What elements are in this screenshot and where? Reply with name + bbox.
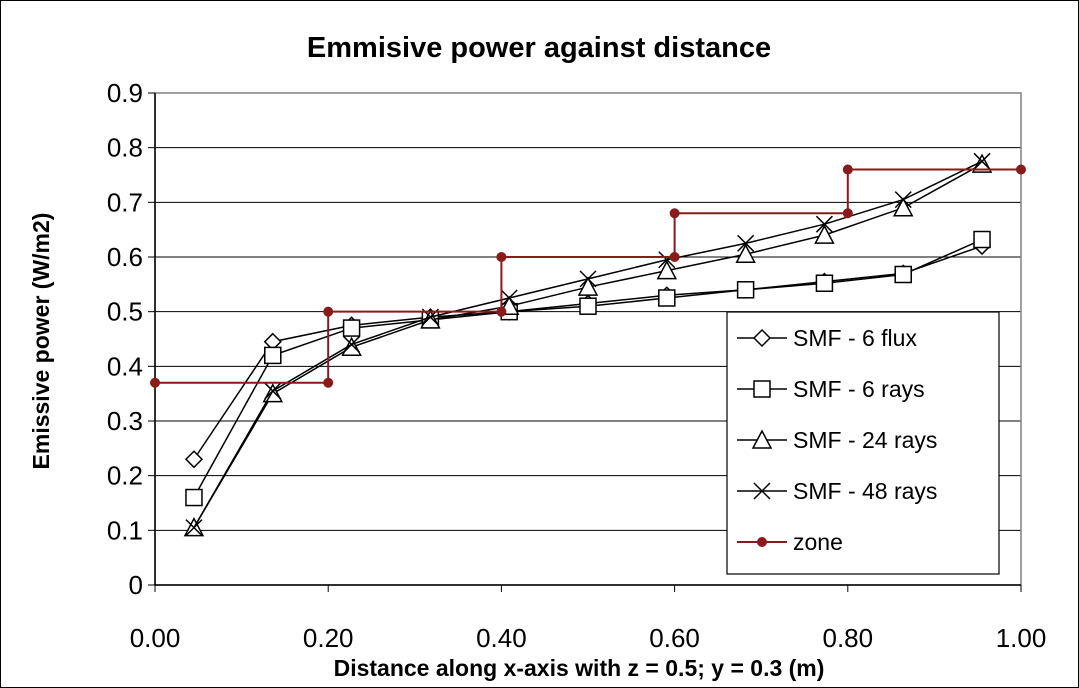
data-point [973, 152, 991, 170]
data-point [658, 289, 676, 307]
data-point [185, 519, 203, 537]
legend: SMF - 6 flux SMF - 6 rays SMF - 24 rays SMF… [726, 311, 1000, 575]
data-point [342, 319, 361, 337]
data-point [496, 306, 507, 317]
legend-marker [753, 380, 771, 398]
data-point [579, 270, 597, 288]
data-point [323, 306, 334, 317]
series-group [150, 152, 1026, 537]
data-point [894, 265, 912, 284]
y-tick-label: 0.9 [107, 78, 143, 108]
data-point [341, 336, 362, 356]
data-point [737, 234, 755, 252]
y-tick-label: 0.3 [107, 406, 143, 436]
y-tick-label: 0 [129, 570, 143, 600]
y-tick-label: 0.8 [107, 133, 143, 163]
data-point [500, 289, 518, 307]
x-tick-label: 0.80 [822, 623, 873, 653]
data-point [264, 346, 282, 365]
data-point [669, 208, 680, 219]
data-point [815, 215, 833, 233]
legend-label: SMF - 48 rays [793, 478, 937, 504]
legend-marker [753, 482, 771, 500]
data-point [894, 191, 912, 209]
data-point [150, 377, 160, 388]
y-tick-label: 0.7 [107, 187, 143, 217]
legend-label: SMF - 6 flux [793, 325, 917, 351]
legend-item: SMF - 6 rays [737, 376, 925, 402]
y-tick-label: 0.4 [107, 351, 143, 381]
legend-item: SMF - 48 rays [737, 478, 937, 504]
data-point [496, 252, 507, 262]
data-point [184, 450, 204, 469]
data-point [842, 208, 853, 219]
y-tick-label: 0.5 [107, 297, 143, 327]
data-point [815, 274, 834, 292]
tick-labels: 0 0.1 0.2 0.3 0.4 0.5 0.6 0.7 0.8 0.9 0.00 0.20 0.40… [107, 78, 1046, 653]
legend-marker [757, 537, 767, 547]
y-tick-label: 0.6 [107, 242, 143, 272]
y-tick-label: 0.1 [107, 515, 143, 545]
x-tick-label: 0.00 [130, 623, 181, 653]
data-point [973, 230, 991, 249]
x-tick-label: 0.60 [649, 623, 700, 653]
legend-label: zone [793, 529, 843, 555]
legend-item: zone [737, 529, 843, 555]
x-axis-label: Distance along x-axis with z = 0.5; y = … [334, 655, 825, 681]
legend-label: SMF - 6 rays [793, 376, 925, 402]
legend-box [726, 311, 1000, 575]
data-point [1016, 164, 1026, 175]
x-tick-label: 0.20 [303, 623, 354, 653]
series-4 [150, 164, 1026, 388]
data-point [323, 377, 334, 388]
legend-item: SMF - 24 rays [737, 427, 937, 453]
data-point [842, 164, 853, 175]
data-point [735, 243, 756, 264]
data-point [579, 297, 597, 315]
legend-item: SMF - 6 flux [737, 325, 917, 351]
data-point [669, 252, 680, 262]
y-axis-label: Emissive power (W/m2) [28, 213, 54, 470]
y-tick-label: 0.2 [107, 461, 143, 491]
x-tick-label: 0.40 [476, 623, 527, 653]
data-point [577, 276, 599, 296]
series-line [155, 168, 1021, 384]
data-point [185, 488, 203, 507]
data-point [656, 260, 678, 280]
data-point [736, 281, 755, 299]
axes [148, 92, 1022, 592]
data-point [892, 197, 914, 217]
data-point [264, 382, 282, 400]
chart-title: Emmisive power against distance [307, 32, 771, 64]
data-point [343, 335, 361, 353]
legend-label: SMF - 24 rays [793, 427, 937, 453]
x-tick-label: 1.00 [996, 623, 1047, 653]
legend-marker [752, 328, 772, 348]
legend-marker [751, 429, 773, 449]
data-point [814, 224, 835, 244]
